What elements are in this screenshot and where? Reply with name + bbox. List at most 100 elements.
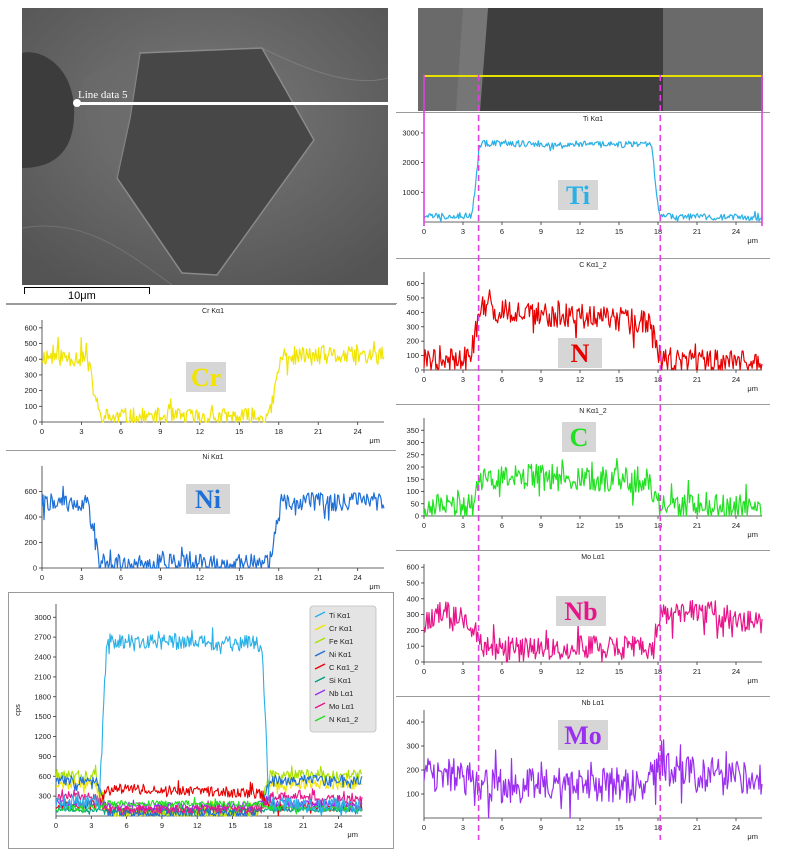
legend-swatch xyxy=(314,702,326,709)
series-line xyxy=(41,336,385,423)
x-tick-label: 24 xyxy=(732,521,740,530)
y-tick-label: 0 xyxy=(33,564,37,573)
legend-swatch xyxy=(314,689,326,696)
x-tick-label: 9 xyxy=(539,521,543,530)
y-tick-label: 100 xyxy=(406,790,419,799)
x-tick-label: 24 xyxy=(732,667,740,676)
y-tick-label: 300 xyxy=(406,742,419,751)
x-tick-label: 12 xyxy=(193,821,201,830)
legend-swatch xyxy=(314,611,326,618)
x-tick-label: 18 xyxy=(654,375,662,384)
series-line xyxy=(423,457,763,517)
series-line-si xyxy=(55,805,363,815)
x-unit-label: μm xyxy=(747,832,758,841)
y-tick-label: 50 xyxy=(411,499,419,508)
chart-cr: Cr Kα1 0 100 200 300 400 500 600 0 3 6 9 12 15 18 21 24 μ… xyxy=(6,304,396,444)
x-tick-label: 6 xyxy=(500,375,504,384)
x-unit-label: μm xyxy=(747,530,758,539)
legend-entry: C Kα1_2 xyxy=(329,663,358,672)
y-tick-label: 300 xyxy=(38,792,51,801)
chart-title: Ti Kα1 xyxy=(583,116,603,123)
legend-entry: Cr Kα1 xyxy=(329,624,353,633)
chart-mo-nb: Mo Lα1 0 100 200 300 400 500 600 0 3 6 9 12 15 18 21 24 μ… xyxy=(396,550,770,685)
series-line xyxy=(41,485,385,569)
x-tick-label: 18 xyxy=(275,573,283,582)
scan-line-right xyxy=(424,75,763,77)
x-tick-label: 3 xyxy=(461,521,465,530)
x-tick-label: 24 xyxy=(354,573,362,582)
element-badge-label: Ni xyxy=(195,485,221,514)
y-tick-label: 1000 xyxy=(402,188,419,197)
series-line xyxy=(423,139,763,223)
x-tick-label: 21 xyxy=(693,521,701,530)
y-tick-label: 600 xyxy=(38,772,51,781)
y-tick-label: 250 xyxy=(406,450,419,459)
x-tick-label: 15 xyxy=(615,667,623,676)
y-tick-label: 3000 xyxy=(402,128,419,137)
element-badge-label: Nb xyxy=(564,597,597,626)
x-tick-label: 18 xyxy=(275,427,283,436)
series-line xyxy=(423,599,763,663)
element-badge-label: N xyxy=(571,339,590,368)
x-tick-label: 6 xyxy=(500,227,504,236)
element-badge xyxy=(558,720,608,750)
x-tick-label: 9 xyxy=(539,667,543,676)
sem-micrograph xyxy=(22,8,388,285)
y-tick-label: 400 xyxy=(24,355,37,364)
x-unit-label: μm xyxy=(747,384,758,393)
x-unit-label: μm xyxy=(369,582,380,590)
x-tick-label: 15 xyxy=(615,823,623,832)
legend-entry: Ti Kα1 xyxy=(329,611,351,620)
chart-title: Ni Kα1 xyxy=(202,454,223,461)
x-tick-label: 9 xyxy=(539,823,543,832)
scale-bar-label: 10μm xyxy=(68,290,96,302)
chart-nb-mo: Nb Lα1 100 200 300 400 0 3 6 9 12 15 18 21 24 μm Mo xyxy=(396,696,770,841)
y-tick-label: 100 xyxy=(406,351,419,360)
y-tick-label: 200 xyxy=(406,337,419,346)
y-tick-label: 300 xyxy=(406,438,419,447)
y-tick-label: 200 xyxy=(24,386,37,395)
x-tick-label: 3 xyxy=(461,667,465,676)
x-unit-label: μm xyxy=(347,830,358,839)
y-tick-label: 400 xyxy=(406,308,419,317)
y-tick-label: 0 xyxy=(33,418,37,427)
x-tick-label: 3 xyxy=(461,375,465,384)
x-tick-label: 21 xyxy=(693,375,701,384)
y-tick-label: 400 xyxy=(406,718,419,727)
chart-overlay: 300 600 900 1200 1500 1800 2100 2400 2700 3000 0 3 6… xyxy=(13,604,377,839)
y-tick-label: 100 xyxy=(24,402,37,411)
x-tick-label: 0 xyxy=(422,823,426,832)
sem-image-right xyxy=(418,8,763,111)
scan-line-start-dot xyxy=(73,99,81,107)
y-tick-label: 1200 xyxy=(34,732,51,741)
legend-swatch xyxy=(314,663,326,670)
chart-n-c: N Kα1_2 0 50 100 150 200 250 300 350 0 3 6 9 12 15 18 21… xyxy=(396,404,770,539)
x-tick-label: 18 xyxy=(264,821,272,830)
x-tick-label: 0 xyxy=(40,427,44,436)
y-tick-label: 1500 xyxy=(34,712,51,721)
left-chart-frame xyxy=(6,303,397,304)
y-tick-label: 600 xyxy=(406,563,419,572)
element-badge xyxy=(556,596,606,626)
element-badge xyxy=(186,362,226,392)
x-tick-label: 12 xyxy=(576,521,584,530)
series-line-ti xyxy=(55,627,363,817)
x-tick-label: 6 xyxy=(119,573,123,582)
x-tick-label: 18 xyxy=(654,227,662,236)
x-tick-label: 21 xyxy=(693,227,701,236)
y-tick-label: 200 xyxy=(24,538,37,547)
x-tick-label: 21 xyxy=(314,573,322,582)
legend-entry: Fe Kα1 xyxy=(329,637,353,646)
y-tick-label: 600 xyxy=(24,323,37,332)
x-unit-label: μm xyxy=(747,676,758,685)
element-badge-label: Mo xyxy=(564,721,602,750)
legend-swatch xyxy=(314,650,326,657)
sem-image-left: Line data 5 xyxy=(22,8,388,285)
element-badge xyxy=(186,484,230,514)
y-tick-label: 500 xyxy=(24,339,37,348)
x-tick-label: 0 xyxy=(422,227,426,236)
chart-title: Mo Lα1 xyxy=(581,554,605,561)
element-badge-label: C xyxy=(570,423,589,452)
x-tick-label: 15 xyxy=(235,573,243,582)
series-line xyxy=(423,739,763,819)
